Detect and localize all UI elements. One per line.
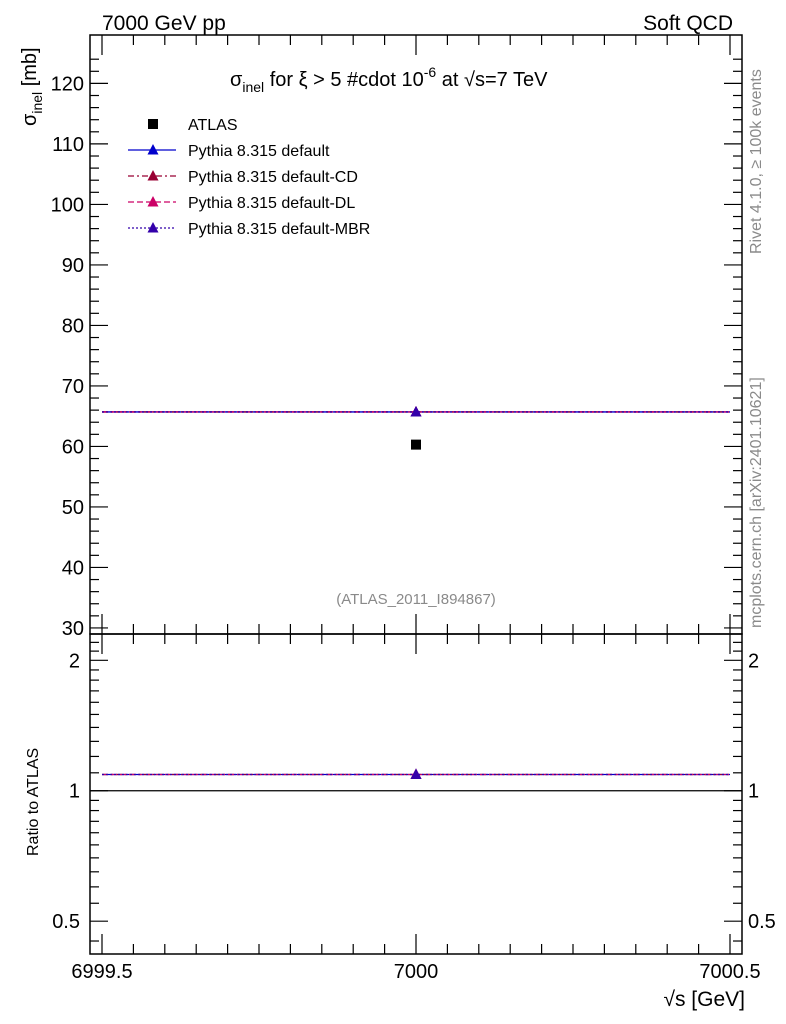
legend-marker (147, 196, 159, 207)
y-tick-label: 100 (51, 194, 84, 216)
ratio-y-tick-label-right: 2 (748, 650, 759, 672)
legend-marker (147, 222, 159, 233)
ratio-y-tick-label-right: 0.5 (748, 911, 776, 933)
plot-title: σinel for ξ > 5 #cdot 10-6 at √s=7 TeV (230, 64, 548, 95)
y-tick-label: 80 (62, 315, 84, 337)
ratio-data-layer (90, 768, 742, 792)
legend-label: Pythia 8.315 default-CD (188, 169, 358, 186)
x-tick-label: 7000 (394, 961, 439, 983)
title-main: for ξ > 5 #cdot 10 (264, 69, 424, 91)
main-y-ticks: 30 40 50 60 70 80 90 100 110 120 (51, 58, 742, 640)
legend-marker (147, 144, 159, 155)
ratio-y-ticks: 0.5 0.5 1 1 2 2 (52, 641, 776, 942)
title-subscript: inel (242, 79, 264, 95)
analysis-id-label: (ATLAS_2011_I894867) (336, 591, 496, 608)
title-exponent: -6 (424, 64, 437, 80)
header-right-label: Soft QCD (643, 12, 733, 35)
y-tick-label: 30 (62, 618, 84, 640)
main-x-ticks (101, 35, 731, 634)
ratio-data-point (410, 768, 422, 780)
y-tick-label: 120 (51, 73, 84, 95)
ratio-y-tick-label-left: 1 (69, 781, 80, 803)
legend-label: ATLAS (188, 117, 238, 134)
legend-label: Pythia 8.315 default (188, 143, 330, 160)
x-tick-label: 7000.5 (699, 961, 760, 983)
main-data-layer (102, 405, 730, 450)
y-tick-label: 60 (62, 436, 84, 458)
mcplots-label: mcplots.cern.ch [arXiv:2401.10621] (748, 377, 765, 628)
main-y-label-sub: inel (29, 92, 45, 114)
x-tick-label: 6999.5 (71, 961, 132, 983)
y-tick-label: 40 (62, 557, 84, 579)
atlas-data-point (411, 439, 421, 450)
ratio-y-tick-label-left: 2 (69, 650, 80, 672)
ratio-plot-frame (89, 633, 743, 955)
rivet-label: Rivet 4.1.0, ≥ 100k events (748, 69, 765, 254)
title-sigma: σ (230, 69, 243, 91)
main-y-label-sym: σ (19, 113, 41, 126)
main-y-axis-label: σinel [mb] (19, 47, 45, 126)
y-tick-label: 50 (62, 497, 84, 519)
legend: ATLAS Pythia 8.315 default Pythia 8.315 de… (128, 117, 370, 238)
ratio-y-axis-label: Ratio to ATLAS (25, 748, 42, 856)
main-y-label-unit: [mb] (19, 47, 41, 91)
legend-label: Pythia 8.315 default-MBR (188, 221, 370, 238)
ratio-x-ticks: 6999.5 7000 7000.5 (71, 634, 761, 983)
ratio-y-tick-label-right: 1 (748, 781, 759, 803)
legend-marker (147, 170, 159, 181)
x-axis-label: √s [GeV] (663, 988, 745, 1011)
legend-label: Pythia 8.315 default-DL (188, 195, 355, 212)
legend-marker (148, 119, 158, 129)
y-tick-label: 70 (62, 376, 84, 398)
y-tick-label: 110 (52, 134, 84, 156)
ratio-y-tick-label-left: 0.5 (52, 911, 80, 933)
y-tick-label: 90 (62, 255, 84, 277)
title-tail: at √s=7 TeV (436, 69, 548, 91)
header-left-label: 7000 GeV pp (102, 12, 226, 35)
mc-data-point (410, 405, 422, 417)
